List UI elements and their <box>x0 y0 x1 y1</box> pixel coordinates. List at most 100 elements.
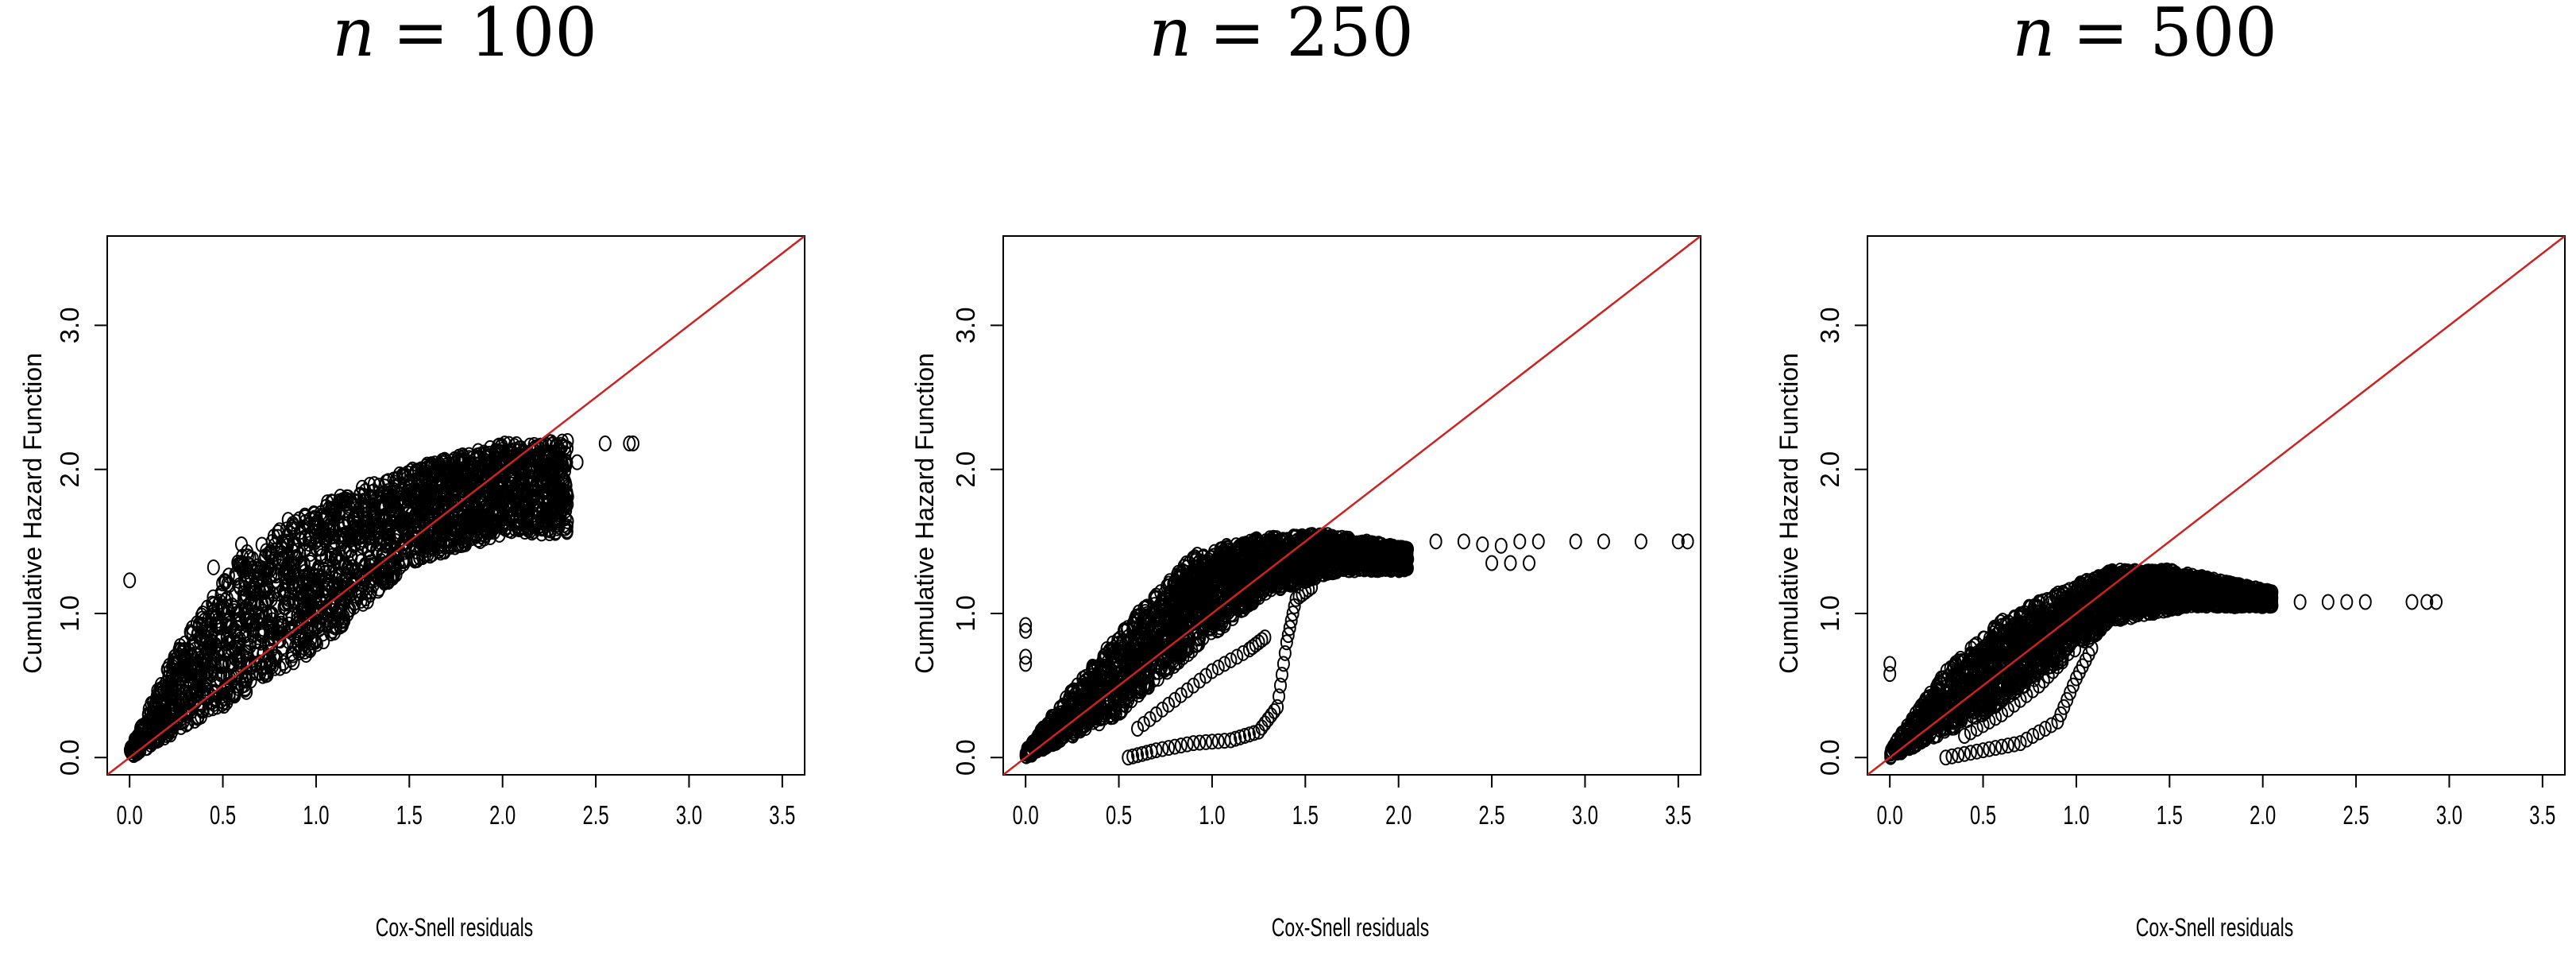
residual-point <box>315 520 329 536</box>
residual-point <box>549 524 562 541</box>
residual-point <box>466 463 480 480</box>
residual-point <box>351 505 365 521</box>
residual-point <box>1129 612 1142 629</box>
residual-point <box>299 563 312 580</box>
residual-point <box>272 625 286 641</box>
residual-point <box>164 689 177 706</box>
residual-point <box>217 694 230 710</box>
residual-point <box>471 447 485 463</box>
y-tick-label: 2.0 <box>951 451 980 488</box>
residual-point <box>539 436 553 453</box>
residual-point <box>136 730 149 746</box>
residual-point <box>538 459 551 475</box>
chart-title-value: = 250 <box>1209 0 1413 72</box>
residual-point <box>288 558 301 575</box>
residual-point <box>527 436 541 453</box>
residual-point <box>217 667 230 683</box>
residual-point <box>257 560 270 577</box>
residual-point <box>406 461 419 478</box>
residual-point <box>399 527 412 544</box>
residual-point <box>296 583 310 600</box>
residual-point <box>454 476 467 493</box>
residual-point <box>240 656 253 673</box>
residual-point <box>1149 590 1163 606</box>
residual-point <box>1206 555 1219 571</box>
residual-point <box>191 670 204 687</box>
plot-frame <box>1002 235 1701 776</box>
residual-point <box>261 590 275 607</box>
residual-point <box>377 496 390 513</box>
residual-point <box>1097 648 1110 665</box>
residual-point <box>423 535 437 552</box>
residual-point <box>387 567 400 584</box>
outlier-point <box>570 454 584 470</box>
residual-point <box>319 600 333 617</box>
residual-point <box>149 693 163 710</box>
residual-point <box>279 583 292 599</box>
x-axis-label: Cox-Snell residuals <box>376 913 533 942</box>
residual-point-cloud <box>1019 527 1694 766</box>
residual-point <box>251 598 265 615</box>
residual-point <box>423 548 437 564</box>
residual-point <box>368 476 381 493</box>
x-axis-label: Cox-Snell residuals <box>1272 913 1429 942</box>
residual-point <box>183 625 197 642</box>
residual-point <box>222 567 235 584</box>
residual-point <box>396 510 410 527</box>
residual-point <box>462 450 476 466</box>
residual-point <box>194 650 207 667</box>
chart-title-value: = 100 <box>392 0 597 72</box>
residual-point <box>345 531 358 548</box>
y-tick-label: 3.0 <box>55 307 84 343</box>
residual-point <box>458 512 471 528</box>
plot-frame <box>106 235 805 776</box>
residual-point <box>415 500 429 517</box>
residual-point <box>547 505 561 522</box>
residual-point <box>248 656 261 672</box>
residual-point <box>280 521 293 538</box>
residual-point <box>1079 688 1093 705</box>
residual-point <box>326 507 340 524</box>
residual-point <box>259 582 272 598</box>
residual-point <box>281 537 295 554</box>
residual-point <box>315 540 328 557</box>
residual-point <box>1172 645 1185 662</box>
residual-point <box>159 691 172 708</box>
residual-point <box>178 641 191 658</box>
residual-point <box>1261 571 1275 588</box>
residual-point <box>207 597 221 613</box>
outlier-point <box>207 559 220 575</box>
x-tick-label: 2.5 <box>583 801 609 830</box>
residual-point <box>214 587 228 604</box>
residual-point <box>317 633 330 650</box>
residual-point <box>554 493 568 510</box>
residual-point <box>338 530 352 547</box>
residual-point <box>476 525 489 542</box>
residual-point <box>452 536 465 552</box>
residual-point <box>1149 602 1163 618</box>
residual-point <box>526 474 539 491</box>
x-tick-label: 3.0 <box>676 801 702 830</box>
residual-point <box>378 519 392 536</box>
residual-point <box>241 630 254 647</box>
residual-point <box>198 612 211 629</box>
residual-point <box>415 521 429 538</box>
residual-point <box>200 689 214 706</box>
residual-point <box>403 486 416 503</box>
residual-point <box>304 530 318 547</box>
residual-point <box>231 679 245 696</box>
chart-title: n = 100 <box>332 0 597 72</box>
residual-point <box>523 437 536 454</box>
reference-line <box>107 236 805 775</box>
residual-point <box>558 494 572 511</box>
x-tick-label: 0.0 <box>1013 801 1039 830</box>
residual-point <box>271 564 284 581</box>
residual-point <box>436 521 450 538</box>
residual-point <box>241 636 254 652</box>
residual-point <box>457 501 470 518</box>
residual-point <box>194 634 207 651</box>
residual-point <box>408 530 422 547</box>
residual-point <box>547 472 561 489</box>
x-tick-label: 0.5 <box>210 801 236 830</box>
residual-point <box>1257 581 1271 598</box>
